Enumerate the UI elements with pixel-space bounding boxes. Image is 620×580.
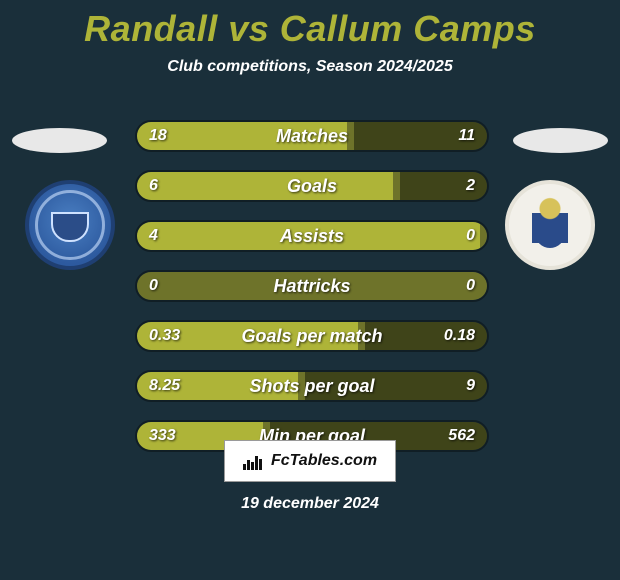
stat-label: Assists [137, 222, 487, 250]
stat-label: Goals per match [137, 322, 487, 350]
stat-bar: 8.259Shots per goal [135, 370, 489, 402]
stat-bar: 40Assists [135, 220, 489, 252]
club-crest-right [505, 180, 595, 270]
page-title: Randall vs Callum Camps [0, 0, 620, 50]
bars-icon [243, 452, 265, 470]
stat-label: Shots per goal [137, 372, 487, 400]
stat-bar: 1811Matches [135, 120, 489, 152]
brand-logo[interactable]: FcTables.com [224, 440, 396, 482]
stat-bar: 00Hattricks [135, 270, 489, 302]
stat-label: Goals [137, 172, 487, 200]
crest-ring-icon [35, 190, 105, 260]
subtitle: Club competitions, Season 2024/2025 [0, 58, 620, 76]
stat-label: Matches [137, 122, 487, 150]
date-text: 19 december 2024 [0, 495, 620, 513]
crest-left-inner [25, 180, 115, 270]
crest-eye-right [513, 128, 608, 153]
stats-bar-group: 1811Matches62Goals40Assists00Hattricks0.… [135, 120, 485, 470]
crest-right-inner [505, 180, 595, 270]
brand-text: FcTables.com [271, 452, 377, 470]
crest-eye-left [12, 128, 107, 153]
club-crest-left [25, 180, 115, 270]
stat-label: Hattricks [137, 272, 487, 300]
stat-bar: 62Goals [135, 170, 489, 202]
stat-bar: 0.330.18Goals per match [135, 320, 489, 352]
